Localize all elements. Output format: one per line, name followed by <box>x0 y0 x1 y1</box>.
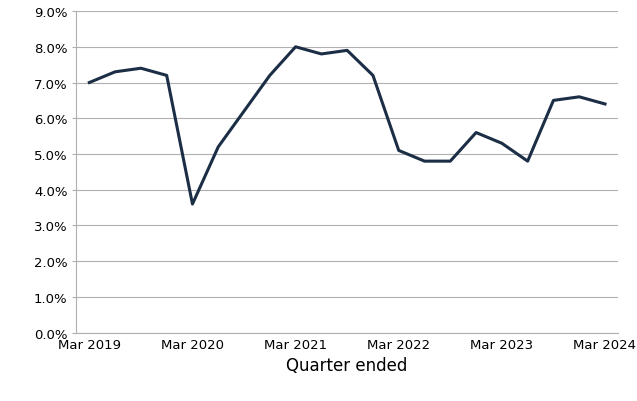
X-axis label: Quarter ended: Quarter ended <box>287 356 408 374</box>
